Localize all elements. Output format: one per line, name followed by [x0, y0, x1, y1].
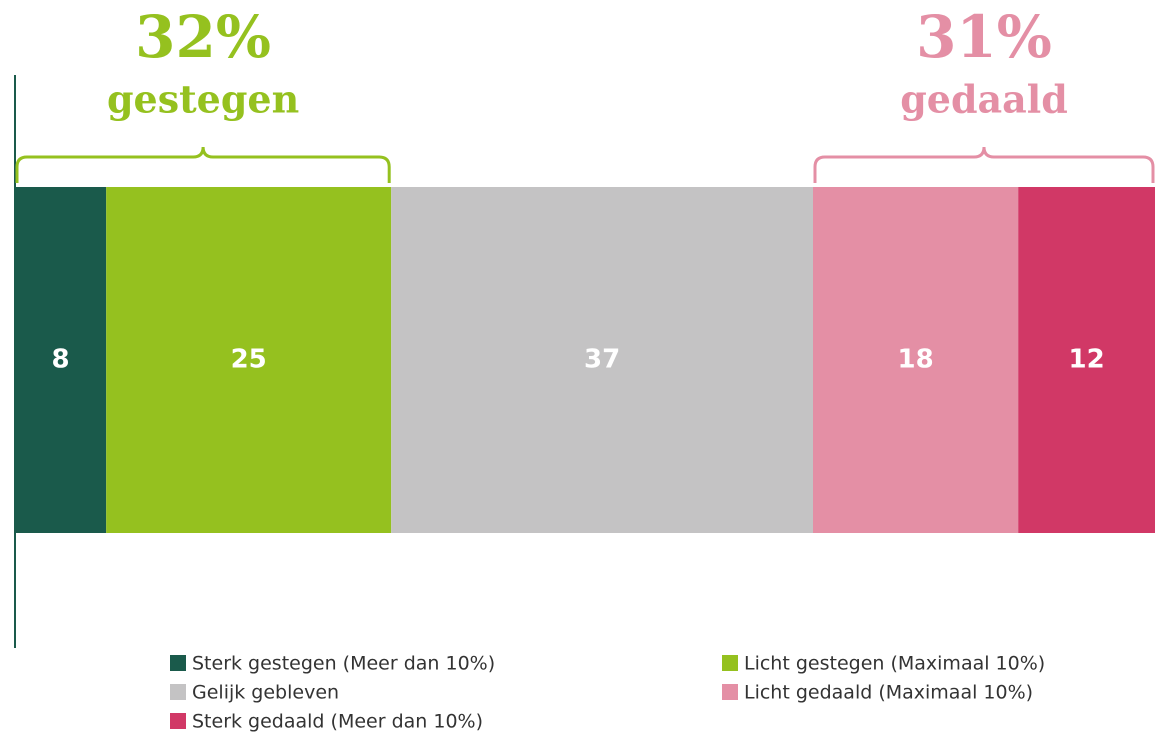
- legend-label: Gelijk gebleven: [192, 682, 339, 704]
- legend-swatch: [170, 713, 186, 729]
- brace: [813, 146, 1155, 183]
- legend-swatch: [170, 655, 186, 671]
- value-label: 37: [584, 345, 620, 375]
- value-label: 12: [1069, 345, 1105, 375]
- value-label: 8: [52, 345, 70, 375]
- bar-segment: [15, 187, 107, 533]
- legend-label: Licht gedaald (Maximaal 10%): [744, 682, 1033, 704]
- legend-label: Sterk gestegen (Meer dan 10%): [192, 653, 495, 675]
- legend-label: Sterk gedaald (Meer dan 10%): [192, 711, 483, 733]
- legend-label: Licht gestegen (Maximaal 10%): [744, 653, 1045, 675]
- bar-segment: [106, 187, 392, 533]
- legend-swatch: [170, 684, 186, 700]
- bar-segment: [391, 187, 813, 533]
- value-label: 18: [898, 345, 934, 375]
- annotation-value: 32%: [135, 3, 271, 71]
- brace: [15, 146, 391, 183]
- legend-swatch: [722, 655, 738, 671]
- bar-segment: [1018, 187, 1155, 533]
- legend-swatch: [722, 684, 738, 700]
- bar-segment: [813, 187, 1019, 533]
- value-label: 25: [231, 345, 267, 375]
- annotation-label: gestegen: [107, 77, 299, 122]
- annotation-label: gedaald: [900, 77, 1068, 122]
- annotation-value: 31%: [916, 3, 1052, 71]
